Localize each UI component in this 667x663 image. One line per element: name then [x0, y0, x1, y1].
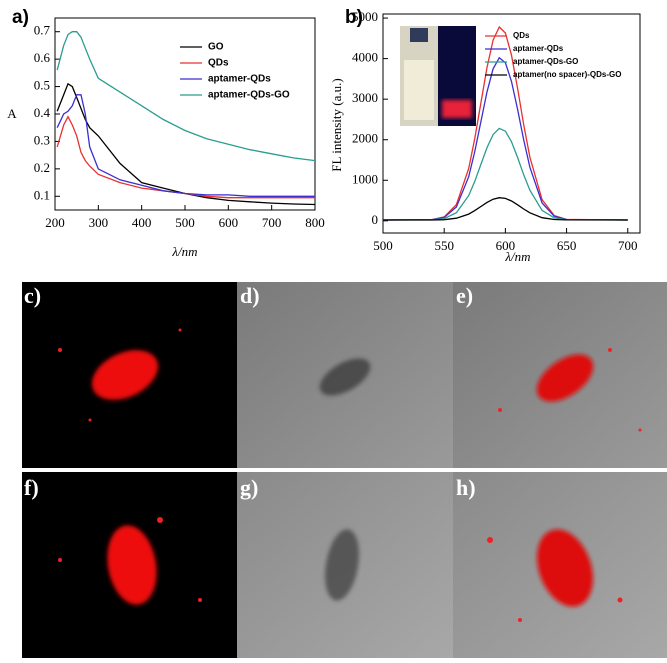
y-tick-label: 0.2 [34, 160, 50, 175]
series-line [56, 82, 316, 206]
legend-label: aptamer-QDs-GO [513, 57, 578, 66]
y-tick-label: 0 [372, 212, 379, 227]
y-tick-label: 3000 [352, 90, 378, 105]
micrographs [22, 282, 667, 658]
panel-label: e) [456, 283, 473, 308]
panel-label: c) [24, 283, 41, 308]
legend-label: QDs [208, 58, 229, 69]
x-tick-label: 500 [175, 215, 195, 230]
series-line [56, 115, 315, 199]
x-axis-title: λ/nm [171, 244, 197, 259]
x-tick-label: 600 [219, 215, 239, 230]
x-tick-label: 200 [45, 215, 65, 230]
y-tick-label: 0.1 [34, 187, 50, 202]
y-tick-label: 0.5 [34, 78, 50, 93]
y-tick-label: 0.7 [34, 23, 51, 38]
legend-label: aptamer-QDs [513, 44, 564, 53]
x-tick-label: 500 [373, 238, 393, 253]
x-tick-label: 550 [434, 238, 454, 253]
series-line [56, 94, 315, 197]
legend-label: aptamer-QDs-GO [208, 90, 290, 101]
legend-label: QDs [513, 31, 530, 40]
plot-frame [382, 13, 641, 234]
series-line [382, 56, 628, 221]
x-tick-label: 400 [132, 215, 152, 230]
panel-label: f) [24, 475, 39, 500]
panel-label: g) [240, 475, 258, 500]
legend-label: aptamer-QDs [208, 74, 271, 85]
y-tick-label: 2000 [352, 131, 378, 146]
y-axis-title: FL intensity (a.u.) [329, 78, 344, 171]
series-line [382, 127, 628, 221]
y-tick-label: 5000 [352, 9, 378, 24]
x-tick-label: 800 [305, 215, 325, 230]
panel-label: b) [345, 7, 363, 28]
x-axis-title: λ/nm [504, 249, 530, 264]
x-tick-label: 700 [618, 238, 638, 253]
x-tick-label: 700 [262, 215, 282, 230]
series-line [383, 197, 628, 221]
panel-label: a) [12, 7, 29, 28]
x-tick-label: 600 [496, 238, 516, 253]
inset-photo [400, 26, 476, 126]
legend-label: aptamer(no spacer)-QDs-GO [513, 70, 621, 79]
legend-label: GO [208, 42, 224, 53]
panel-label: h) [456, 475, 476, 500]
series-line [56, 31, 316, 162]
x-tick-label: 300 [89, 215, 109, 230]
y-axis-title: A [7, 106, 17, 121]
y-tick-label: 0.3 [34, 132, 50, 147]
y-tick-label: 0.4 [34, 105, 51, 120]
panel-label: d) [240, 283, 260, 308]
x-tick-label: 650 [557, 238, 577, 253]
series-line [382, 25, 628, 221]
y-tick-label: 1000 [352, 171, 378, 186]
y-tick-label: 0.6 [34, 50, 51, 65]
y-tick-label: 4000 [352, 50, 378, 65]
